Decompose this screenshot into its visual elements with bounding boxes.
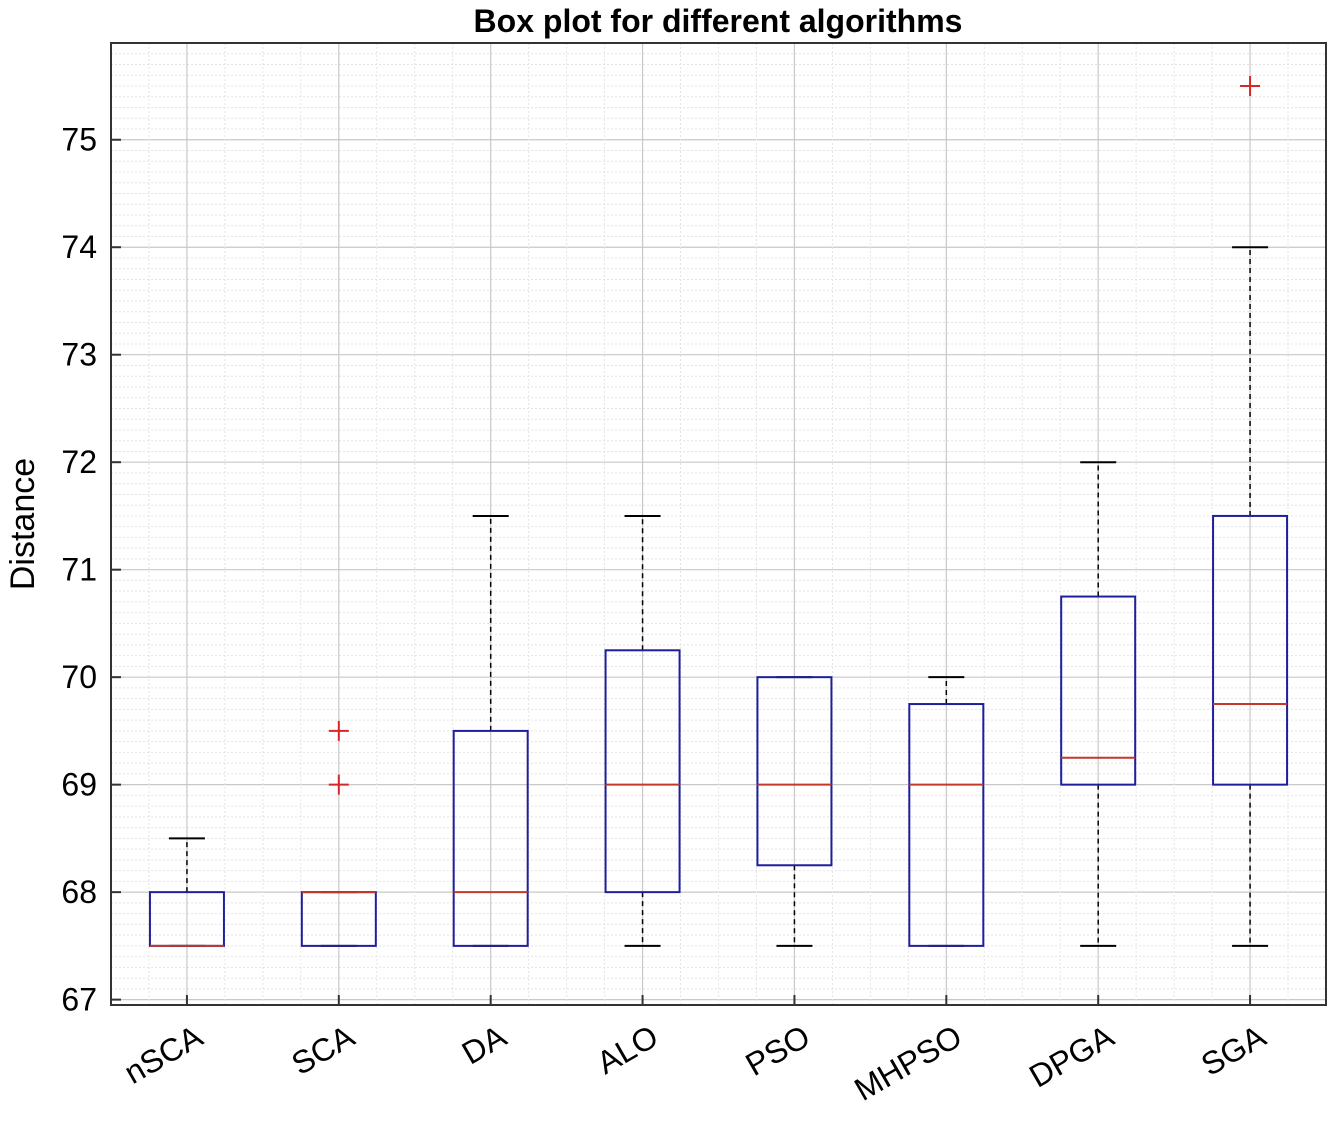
iqr-box: [908, 703, 985, 947]
y-tick-label: 70: [61, 659, 97, 695]
box-mhpso: [908, 676, 985, 947]
iqr-box: [604, 649, 681, 894]
y-tick-label: 75: [61, 122, 97, 158]
outlier-marker: [328, 774, 349, 795]
box-pso: [756, 676, 833, 947]
iqr-box: [1212, 514, 1289, 786]
y-axis-ticks: 67 68 69 70 71 72 73 74 75: [61, 122, 121, 1018]
y-tick-label: 68: [61, 874, 97, 910]
box-alo: [604, 514, 681, 947]
outlier-marker: [1240, 75, 1261, 96]
box-dpga: [1060, 461, 1137, 947]
chart-title: Box plot for different algorithms: [474, 3, 963, 39]
box-da: [452, 514, 529, 947]
y-tick-label: 74: [61, 229, 97, 265]
y-tick-label: 72: [61, 444, 97, 480]
y-tick-label: 67: [61, 982, 97, 1018]
y-tick-label: 73: [61, 337, 97, 373]
iqr-box: [1060, 595, 1137, 786]
outlier-marker: [328, 720, 349, 741]
y-axis-label: Distance: [4, 458, 42, 590]
plot-area-frame: [110, 42, 1327, 1006]
y-tick-label: 69: [61, 767, 97, 803]
box-sga: [1212, 75, 1289, 947]
boxes: [148, 75, 1289, 947]
box-sca: [300, 720, 377, 947]
iqr-box: [452, 729, 529, 947]
iqr-box: [756, 676, 833, 867]
y-tick-label: 71: [61, 552, 97, 588]
box-nsca: [148, 837, 225, 947]
